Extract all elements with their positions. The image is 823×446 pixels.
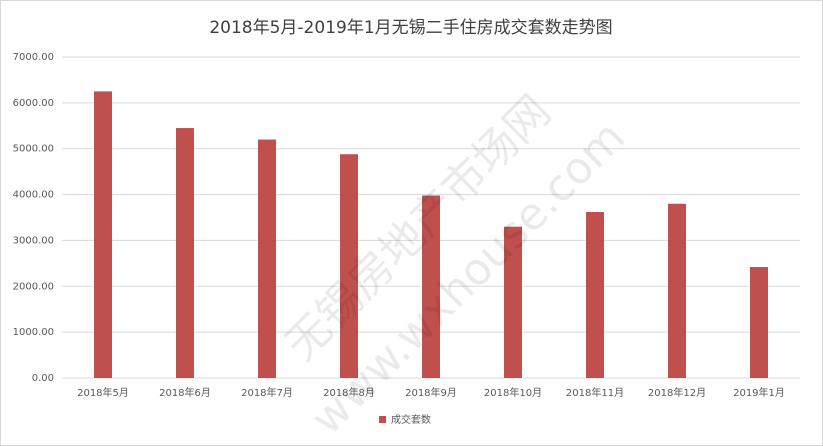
chart-title: 2018年5月-2019年1月无锡二手住房成交套数走势图 [209,18,612,38]
y-tick-label: 0.00 [32,373,54,384]
legend-swatch [379,416,386,423]
bar [422,195,440,378]
x-tick-label: 2018年11月 [566,386,624,399]
x-tick-label: 2018年10月 [484,386,542,399]
x-tick-label: 2018年8月 [323,386,375,399]
bar [668,203,686,378]
bar [504,226,522,378]
bar [258,139,276,378]
x-tick-label: 2019年1月 [733,386,785,399]
x-tick-label: 2018年6月 [159,386,211,399]
bar [586,211,604,378]
y-tick-label: 3000.00 [13,235,54,246]
y-tick-label: 1000.00 [13,327,54,338]
bar [176,128,194,378]
legend-label: 成交套数 [391,413,431,426]
x-tick-label: 2018年12月 [648,386,706,399]
y-tick-label: 4000.00 [13,190,54,201]
bar [94,91,112,379]
x-tick-label: 2018年9月 [405,386,457,399]
y-tick-label: 7000.00 [13,52,54,63]
x-tick-label: 2018年5月 [77,386,129,399]
bar [750,267,768,378]
x-tick-label: 2018年7月 [241,386,293,399]
y-tick-label: 2000.00 [13,281,54,292]
y-tick-label: 5000.00 [13,144,54,155]
bar [340,154,358,378]
y-tick-label: 6000.00 [13,98,54,109]
